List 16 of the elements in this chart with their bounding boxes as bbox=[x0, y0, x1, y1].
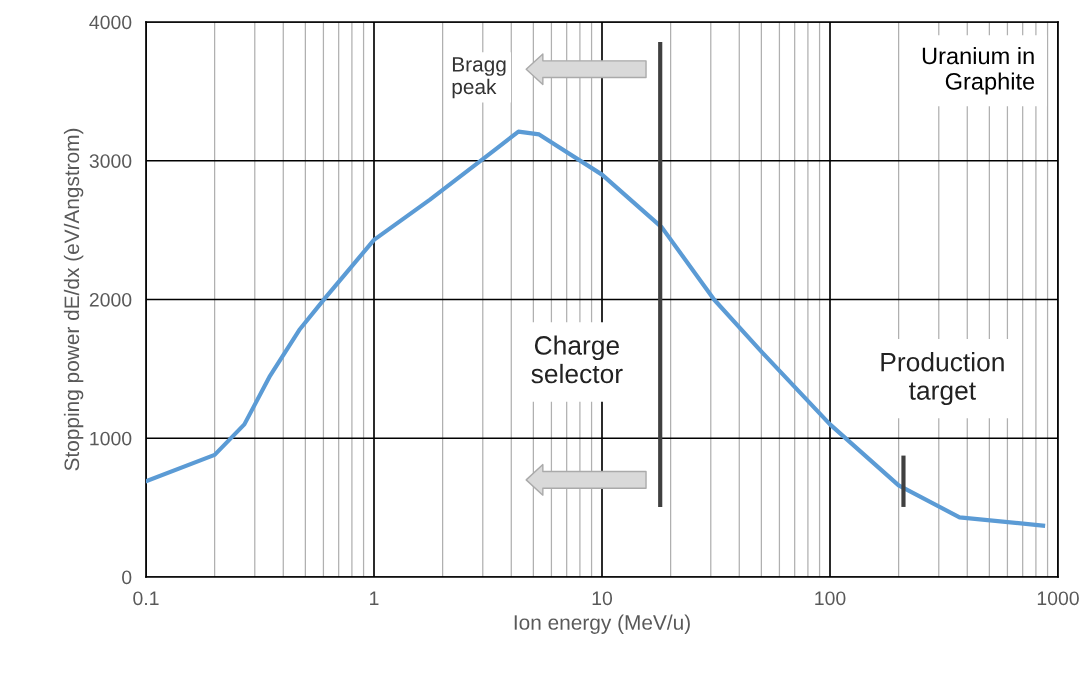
annotation: Bragg peak bbox=[452, 57, 506, 99]
y-tick-label: 4000 bbox=[89, 15, 132, 30]
y-tick-label: 0 bbox=[122, 570, 132, 585]
x-axis-title: Ion energy (MeV/u) bbox=[514, 614, 690, 634]
annotation: Uranium in Graphite bbox=[922, 46, 1035, 95]
x-tick-label: 1 bbox=[370, 591, 379, 605]
ref-line-label: Charge selector bbox=[531, 335, 623, 384]
y-tick-label: 2000 bbox=[89, 292, 132, 307]
x-tick-label: 0.1 bbox=[133, 591, 159, 606]
ref-line-label: Production target bbox=[881, 352, 1004, 406]
y-tick-label: 1000 bbox=[90, 431, 132, 446]
y-axis-title: Stopping power dE/dx (eV/Angstrom) bbox=[63, 128, 84, 471]
x-tick-label: 1000 bbox=[1037, 591, 1079, 606]
x-tick-label: 100 bbox=[815, 591, 846, 606]
y-tick-label: 3000 bbox=[89, 154, 132, 168]
x-tick-label: 10 bbox=[592, 591, 613, 606]
